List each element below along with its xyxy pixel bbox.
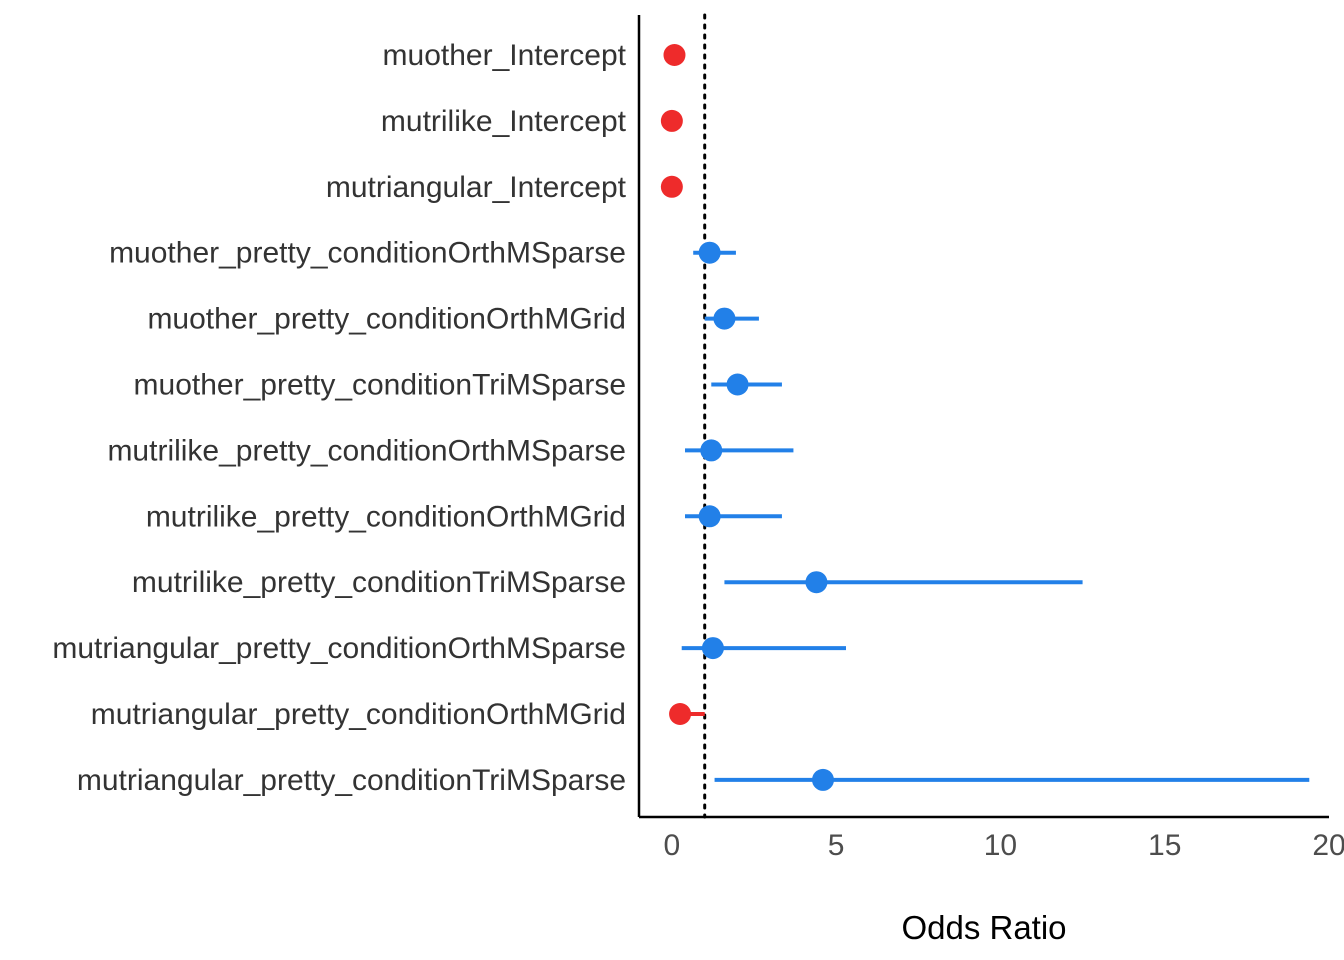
y-tick-label: mutriangular_pretty_conditionOrthMGrid	[91, 698, 626, 731]
point-estimate	[663, 44, 686, 66]
point-estimate	[726, 373, 749, 396]
y-tick-label-layer: muother_Intercept mutrilike_Interceptmutr…	[52, 39, 626, 797]
y-tick-label: mutriangular_pretty_conditionOrthMSparse	[52, 632, 626, 665]
x-tick-label: 0	[664, 829, 681, 862]
x-tick-label: 10	[984, 829, 1017, 862]
point-estimate	[713, 307, 736, 330]
y-tick-label: mutriangular_pretty_conditionTriMSparse	[77, 764, 626, 797]
y-tick-label: mutrilike_pretty_conditionOrthMSparse	[107, 434, 626, 467]
point-estimate	[812, 768, 834, 791]
point-estimate	[698, 505, 721, 528]
y-tick-label: muother_pretty_conditionOrthMSparse	[109, 237, 626, 270]
y-tick-label: muother_pretty_conditionOrthMGrid	[147, 303, 626, 336]
y-tick-label: mutrilike_pretty_conditionOrthMGrid	[146, 500, 626, 533]
y-tick-label: mutriangular_Intercept	[326, 171, 627, 204]
x-tick-label: 20	[1312, 829, 1344, 862]
y-tick-label: mutrilike_Intercept	[381, 105, 627, 138]
point-estimate	[805, 571, 828, 594]
point-layer	[660, 44, 834, 791]
point-estimate	[698, 241, 721, 264]
point-estimate	[660, 175, 683, 198]
point-estimate	[660, 109, 683, 132]
x-tick-label: 5	[828, 829, 845, 862]
x-tick-label-layer: 0 5 10 15 20	[664, 829, 1344, 862]
error-bar-layer	[675, 250, 1310, 782]
x-tick-label: 15	[1148, 829, 1181, 862]
y-tick-label: muother_pretty_conditionTriMSparse	[134, 369, 626, 402]
x-axis-title: Odds Ratio	[901, 909, 1066, 946]
axis-layer	[637, 15, 1329, 819]
y-tick-label: muother_Intercept	[383, 39, 627, 72]
point-estimate	[669, 703, 692, 725]
point-estimate	[701, 637, 724, 660]
point-estimate	[700, 439, 723, 462]
y-tick-label: mutrilike_pretty_conditionTriMSparse	[132, 566, 626, 599]
